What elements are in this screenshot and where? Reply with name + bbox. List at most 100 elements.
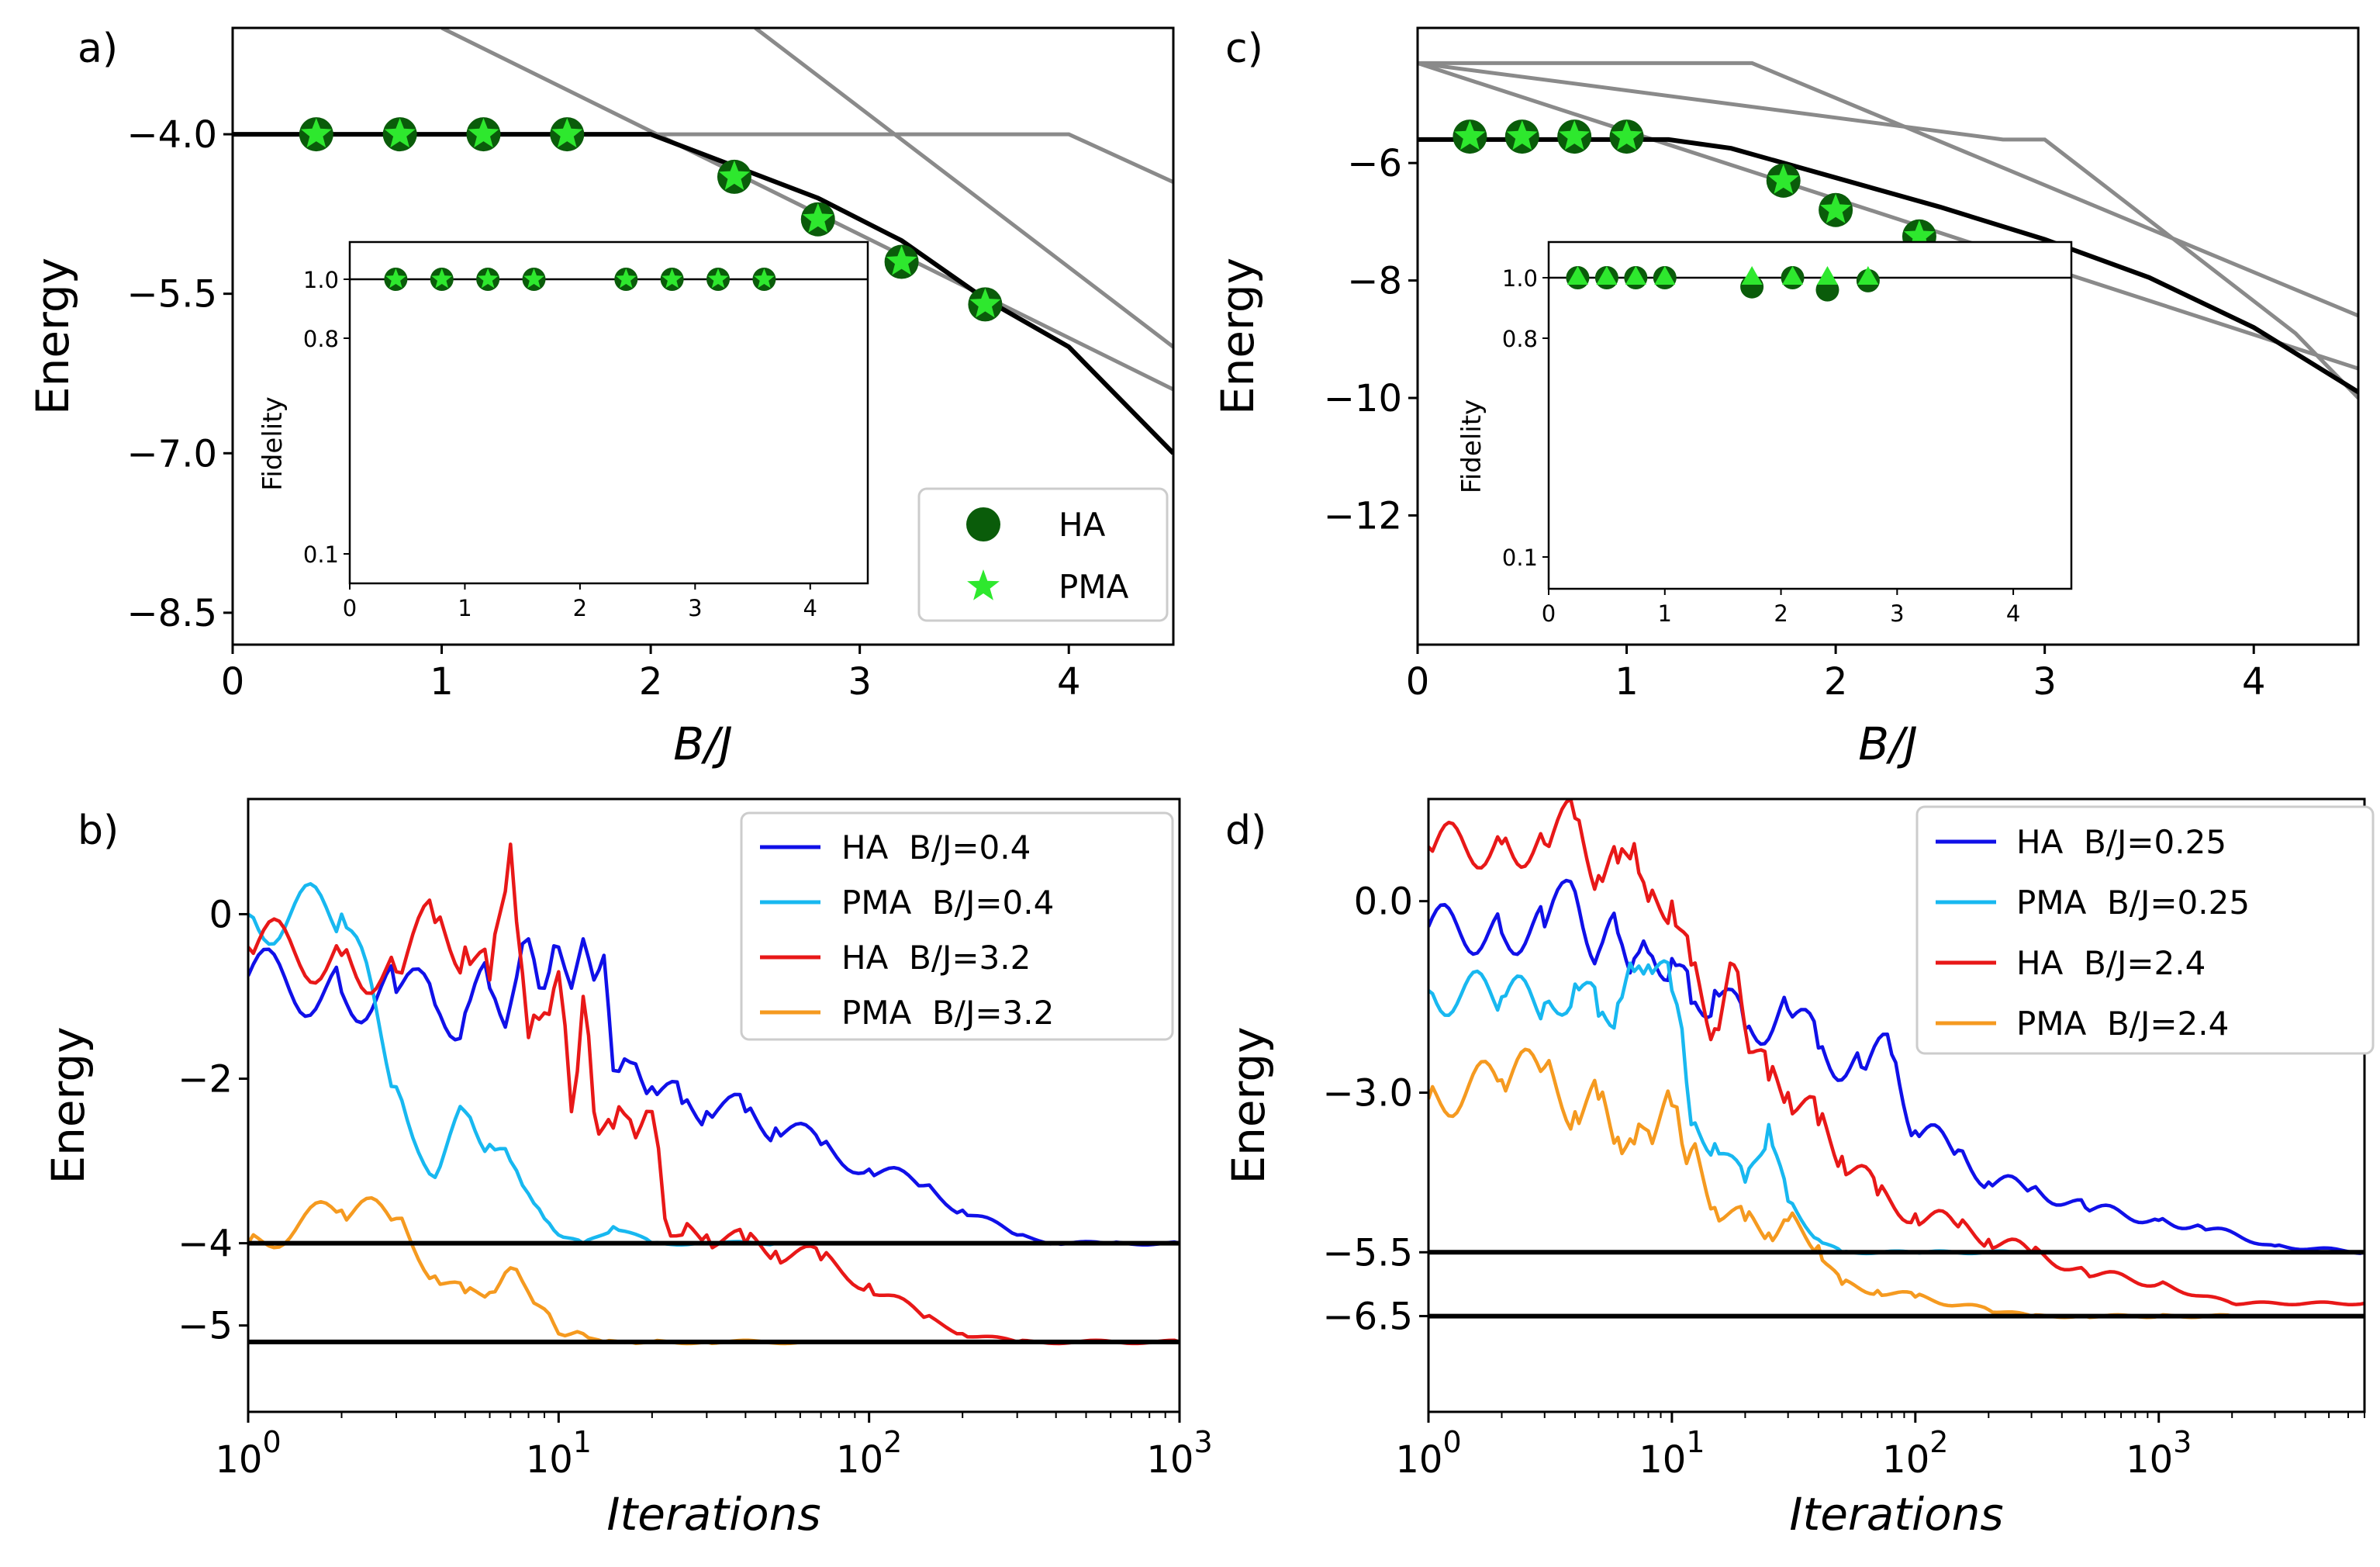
- inset-pma-point-a-2: [431, 268, 453, 289]
- pma-point-c-3: [1559, 120, 1591, 150]
- x-tick-base-b-1: 10: [526, 1438, 573, 1482]
- x-tick-exponent-d-1: 1: [1686, 1425, 1705, 1459]
- inset-pma-point-a-4: [523, 268, 544, 289]
- inset-y-axis-label-a: Fidelity: [257, 396, 288, 490]
- series-line-b-4: [248, 1195, 811, 1346]
- pma-point-a-6: [802, 202, 834, 233]
- inset-x-tick-label-c-1: 1: [1658, 600, 1672, 627]
- series-line-d-1: [1428, 878, 2364, 1255]
- y-tick-label-c-2: −10: [1324, 377, 1402, 420]
- y-tick-label-d-1: −3.0: [1322, 1072, 1413, 1116]
- x-tick-label-a-0: 0: [221, 660, 245, 704]
- inset-x-tick-label-c-2: 2: [1774, 600, 1788, 627]
- legend-d-label-1: HA B/J=0.25: [2016, 823, 2226, 861]
- y-tick-label-d-2: −5.5: [1322, 1231, 1413, 1275]
- x-tick-base-d-1: 10: [1639, 1438, 1686, 1482]
- pma-point-a-1: [300, 118, 332, 148]
- inset-pma-point-c-2: [1596, 266, 1618, 285]
- excited-state-line-c-1: [1418, 61, 2358, 318]
- legend-a-pma-label: PMA: [1059, 568, 1129, 606]
- legend-a-pma-marker: [967, 569, 1000, 600]
- y-tick-label-b-0: 0: [209, 893, 233, 936]
- inset-x-tick-label-c-3: 3: [1890, 600, 1904, 627]
- pma-point-a-5: [719, 160, 750, 190]
- x-axis-label-b: Iterations: [606, 1488, 820, 1541]
- series-line-d-4: [1428, 1047, 2233, 1320]
- panel-label-b: b): [78, 808, 119, 854]
- series-line-d-3: [1428, 799, 2364, 1306]
- x-tick-exponent-d-2: 2: [1929, 1425, 1948, 1459]
- x-tick-label-c-4: 4: [2242, 660, 2266, 704]
- x-tick-exponent-d-0: 0: [1442, 1425, 1461, 1459]
- inset-y-tick-label-c-1: 0.8: [1502, 326, 1538, 352]
- panel-a-energy-vs-bj: 0 1 2 3 4 −4.0 −5.5 −7.0 −8.5 B/J Energy 0 1 2 3 4 1.0 0.…: [26, 26, 1175, 770]
- y-axis-label-a: Energy: [26, 258, 79, 415]
- inset-pma-point-a-8: [754, 268, 775, 289]
- y-tick-label-a-0: −4.0: [126, 113, 217, 157]
- x-tick-exponent-b-0: 0: [262, 1425, 281, 1459]
- y-tick-label-c-0: −6: [1347, 142, 1402, 185]
- legend-b-label-4: PMA B/J=3.2: [841, 994, 1054, 1032]
- x-tick-base-b-2: 10: [836, 1438, 883, 1482]
- panel-label-d: d): [1225, 808, 1266, 854]
- inset-pma-point-c-5: [1741, 266, 1763, 285]
- x-tick-exponent-d-3: 3: [2173, 1425, 2192, 1459]
- series-line-b-2: [248, 882, 776, 1247]
- y-tick-label-d-0: 0.0: [1354, 880, 1413, 924]
- inset-x-tick-label-a-1: 1: [458, 595, 472, 621]
- pma-point-a-3: [468, 118, 499, 148]
- legend-d-frame: [1915, 805, 2375, 1055]
- legend-b: HA B/J=0.4 PMA B/J=0.4 HA B/J=3.2 PMA B/…: [740, 811, 1174, 1041]
- plot-area-a: [233, 28, 1173, 455]
- x-tick-base-b-0: 10: [215, 1438, 262, 1482]
- x-tick-base-b-3: 10: [1146, 1438, 1193, 1482]
- inset-pma-point-c-1: [1567, 266, 1588, 285]
- x-tick-label-a-2: 2: [639, 660, 663, 704]
- panel-c-energy-vs-bj: 0 1 2 3 4 −6 −8 −10 −12 B/J Energy 0 1 2 3 4 1.0 0.8 0.1 Fi…: [1211, 26, 2360, 770]
- x-tick-exponent-b-3: 3: [1193, 1425, 1212, 1459]
- axes-frame-d: [1427, 797, 2366, 1413]
- inset-pma-point-a-5: [616, 268, 637, 289]
- inset-pma-point-c-6: [1782, 266, 1804, 285]
- inset-frame-a: [348, 240, 869, 585]
- fidelity-inset-c: 0 1 2 3 4 1.0 0.8 0.1 Fidelity: [1456, 240, 2073, 627]
- x-tick-label-a-3: 3: [848, 660, 872, 704]
- x-tick-label-d-1: 101: [1639, 1425, 1705, 1482]
- inset-y-tick-label-a-2: 0.1: [303, 541, 339, 568]
- inset-pma-point-c-7: [1816, 266, 1838, 285]
- axes-frame-b: [247, 797, 1181, 1413]
- inset-x-tick-label-a-4: 4: [803, 595, 817, 621]
- x-tick-base-d-2: 10: [1882, 1438, 1929, 1482]
- x-tick-label-a-1: 1: [430, 660, 454, 704]
- x-tick-label-d-0: 100: [1395, 1425, 1461, 1482]
- pma-point-a-2: [384, 118, 416, 148]
- y-tick-label-a-1: −5.5: [126, 273, 217, 317]
- y-tick-label-b-2: −4: [178, 1223, 233, 1266]
- x-tick-label-c-0: 0: [1406, 660, 1430, 704]
- axes-frame-c: [1416, 26, 2360, 646]
- y-tick-label-b-1: −2: [178, 1058, 233, 1102]
- series-line-b-1: [248, 937, 1180, 1247]
- legend-b-label-2: PMA B/J=0.4: [841, 884, 1054, 922]
- pma-point-c-6: [1820, 193, 1852, 223]
- inset-y-tick-label-a-0: 1.0: [303, 267, 339, 293]
- y-tick-label-c-1: −8: [1347, 260, 1402, 303]
- x-tick-exponent-b-1: 1: [573, 1425, 592, 1459]
- legend-b-label-3: HA B/J=3.2: [841, 939, 1031, 977]
- x-tick-label-c-3: 3: [2033, 660, 2057, 704]
- pma-point-c-7: [1904, 220, 1935, 250]
- inset-pma-point-c-8: [1857, 266, 1879, 285]
- pma-point-c-5: [1767, 164, 1799, 194]
- inset-y-tick-label-c-0: 1.0: [1502, 265, 1538, 292]
- excited-state-line-c-3: [1418, 61, 2358, 371]
- inset-y-tick-label-c-2: 0.1: [1502, 545, 1538, 571]
- excited-state-line-a-3: [754, 28, 1173, 349]
- pma-point-c-2: [1506, 120, 1538, 150]
- inset-x-tick-label-c-0: 0: [1542, 600, 1556, 627]
- x-axis-label-a: B/J: [673, 718, 732, 770]
- pma-point-c-1: [1454, 120, 1486, 150]
- legend-d-label-4: PMA B/J=2.4: [2016, 1005, 2229, 1043]
- x-tick-label-c-2: 2: [1824, 660, 1848, 704]
